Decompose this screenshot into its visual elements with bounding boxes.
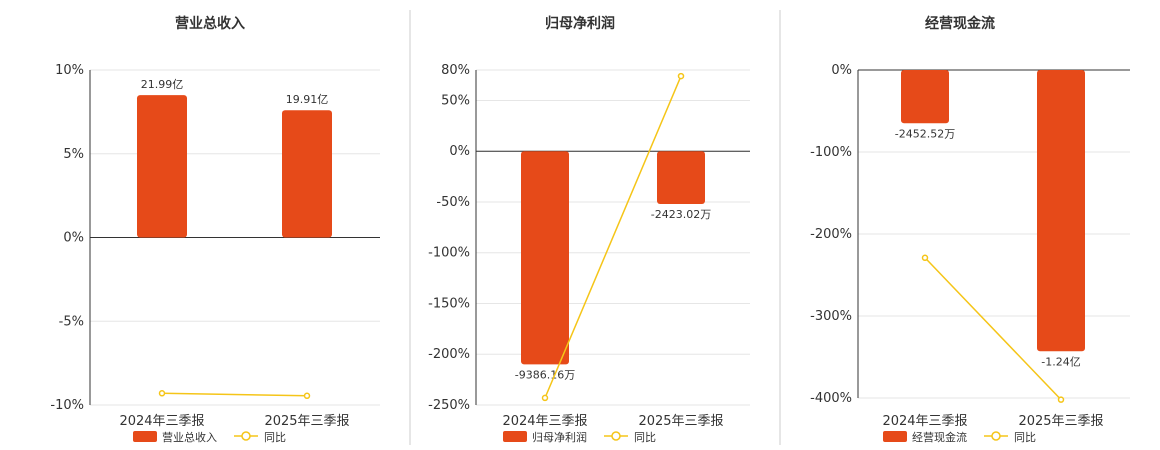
yoy-point — [1057, 396, 1065, 403]
y-tick-label: 80% — [441, 63, 470, 78]
data-label: -2423.02万 — [651, 208, 711, 221]
bar — [901, 70, 949, 124]
y-tick-label: 0% — [63, 231, 84, 246]
legend-line-label: 同比 — [1014, 431, 1036, 444]
y-tick-label: -200% — [810, 227, 852, 242]
legend-bar-label: 营业总收入 — [162, 430, 217, 444]
y-tick-label: -50% — [436, 195, 470, 210]
legend-line-label: 同比 — [264, 431, 286, 444]
legend-line-marker — [611, 431, 621, 441]
bar — [282, 110, 332, 238]
chart-operating-cashflow: 经营现金流 0% -100% -200% -300% -400% -2452.52万 -1… — [810, 15, 1130, 444]
yoy-point — [677, 72, 685, 80]
data-label: 21.99亿 — [141, 78, 184, 91]
yoy-point — [303, 392, 311, 400]
chart-title: 归母净利润 — [545, 15, 615, 32]
legend: 营业总收入 同比 — [133, 430, 286, 444]
legend-line-marker — [991, 431, 1001, 441]
y-tick-label: -100% — [810, 145, 852, 160]
chart-title: 营业总收入 — [175, 15, 245, 32]
y-tick-label: 50% — [441, 93, 470, 108]
y-tick-label: -250% — [428, 398, 470, 413]
y-tick-label: -400% — [810, 391, 852, 406]
data-label: 19.91亿 — [286, 93, 329, 106]
legend-bar-swatch — [883, 431, 907, 442]
data-label: -1.24亿 — [1041, 355, 1080, 368]
x-tick-label: 2025年三季报 — [1018, 414, 1103, 429]
y-tick-label: -100% — [428, 246, 470, 261]
legend-bar-swatch — [133, 431, 157, 442]
x-tick-label: 2024年三季报 — [502, 414, 587, 429]
yoy-line — [924, 257, 1062, 401]
y-tick-label: 0% — [449, 144, 470, 159]
legend: 经营现金流 同比 — [883, 430, 1036, 444]
y-tick-label: 5% — [63, 147, 84, 162]
y-tick-label: -300% — [810, 309, 852, 324]
bar — [1037, 70, 1085, 352]
legend-line-label: 同比 — [634, 431, 656, 444]
x-tick-label: 2024年三季报 — [119, 414, 204, 429]
yoy-line — [161, 392, 308, 397]
legend-line-marker — [241, 431, 251, 441]
bar — [137, 95, 187, 238]
x-tick-label: 2025年三季报 — [264, 414, 349, 429]
y-tick-label: -10% — [50, 398, 84, 413]
legend-bar-swatch — [503, 431, 527, 442]
x-tick-label: 2025年三季报 — [638, 414, 723, 429]
x-tick-label: 2024年三季报 — [882, 414, 967, 429]
y-tick-label: 0% — [831, 63, 852, 78]
legend-bar-label: 经营现金流 — [912, 430, 967, 444]
bar — [521, 151, 569, 365]
y-tick-label: -5% — [59, 314, 84, 329]
legend-bar-label: 归母净利润 — [532, 430, 587, 444]
y-tick-label: -150% — [428, 296, 470, 311]
yoy-line — [544, 75, 682, 399]
chart-title: 经营现金流 — [925, 15, 995, 32]
chart-revenue: 营业总收入 10% 5% 0% -5% -10% 21.99亿 19.91亿 2024年三… — [50, 15, 380, 444]
legend: 归母净利润 同比 — [503, 430, 656, 444]
yoy-point — [158, 390, 166, 397]
yoy-point — [541, 394, 549, 402]
data-label: -9386.16万 — [515, 368, 575, 381]
chart-net-profit: 归母净利润 80% 50% 0% -50% -100% -150% -200% -250% -… — [428, 15, 750, 444]
bar — [657, 151, 705, 204]
y-tick-label: -200% — [428, 347, 470, 362]
yoy-point — [921, 254, 929, 262]
y-tick-label: 10% — [55, 63, 84, 78]
data-label: -2452.52万 — [895, 127, 955, 140]
